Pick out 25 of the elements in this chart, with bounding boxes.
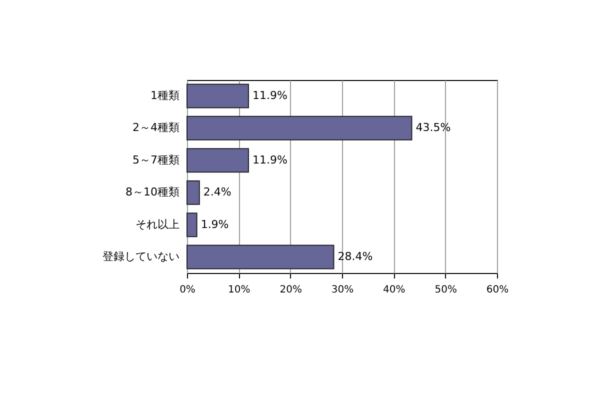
data-label: 11.9% [252, 153, 288, 166]
bar [186, 244, 334, 270]
bar [186, 84, 249, 108]
x-tick-label: 40% [383, 284, 406, 296]
data-label: 1.9% [200, 218, 229, 231]
x-tick-label: 60% [486, 284, 509, 296]
y-tick-label: 5～7種類 [132, 153, 180, 166]
y-tick-label: 1種類 [150, 88, 180, 102]
bar [186, 212, 198, 238]
y-tick-label: 2～4種類 [132, 121, 180, 134]
bar [186, 148, 249, 173]
y-tick-label: それ以上 [136, 218, 180, 231]
data-label: 11.9% [252, 88, 288, 102]
data-label: 2.4% [203, 186, 232, 199]
x-tick-label: 50% [434, 284, 457, 296]
x-tick-label: 30% [331, 284, 354, 296]
y-tick-label: 登録していない [102, 250, 180, 264]
x-tick-label: 20% [280, 284, 302, 296]
bar [186, 116, 412, 140]
x-tick-label: 0% [180, 284, 196, 296]
y-tick-label: 8～10種類 [126, 186, 180, 199]
x-tick-label: 10% [228, 284, 250, 296]
data-label: 43.5% [416, 121, 451, 134]
bar [186, 180, 200, 205]
data-label: 28.4% [338, 250, 373, 264]
